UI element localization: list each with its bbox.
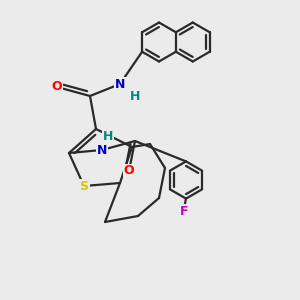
Text: N: N: [97, 143, 107, 157]
Text: H: H: [130, 89, 140, 103]
Text: H: H: [103, 130, 113, 143]
Text: O: O: [124, 164, 134, 178]
Text: F: F: [180, 205, 189, 218]
Text: S: S: [80, 179, 88, 193]
Text: O: O: [52, 80, 62, 94]
Text: N: N: [115, 77, 125, 91]
